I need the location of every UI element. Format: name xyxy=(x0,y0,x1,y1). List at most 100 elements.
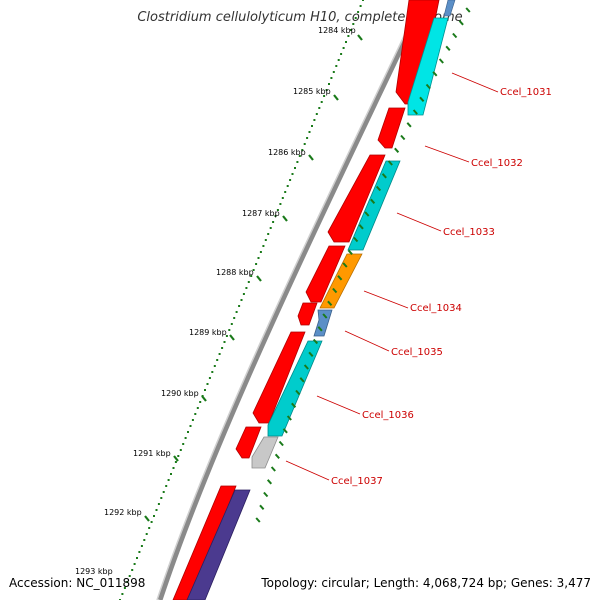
map-title: Clostridium cellulolyticum H10, complete… xyxy=(137,10,463,25)
ruler-dot xyxy=(347,35,350,37)
outer-tick xyxy=(337,275,343,281)
ruler-major-tick xyxy=(357,34,363,41)
gene-arrow-ccel-1034[interactable] xyxy=(305,245,346,303)
ruler-dot xyxy=(211,371,214,373)
ruler-dot xyxy=(264,239,267,241)
ruler-dot xyxy=(213,365,216,367)
ruler-dot xyxy=(357,11,360,13)
feature-gray-ccel-1037[interactable] xyxy=(251,436,279,469)
ruler-dot xyxy=(143,539,146,541)
gene-arrow-ccel-1035[interactable] xyxy=(297,302,318,326)
outer-tick xyxy=(375,185,382,192)
gene-label-ccel-1036[interactable]: Ccel_1036 xyxy=(362,410,414,421)
ruler-dot xyxy=(318,107,321,109)
ruler-dot xyxy=(352,23,355,25)
ruler-dot xyxy=(155,509,158,511)
ruler-dot xyxy=(242,293,245,295)
ruler-major-tick xyxy=(333,94,339,101)
gene-arrow-ccel-1032[interactable] xyxy=(377,107,406,149)
outer-tick xyxy=(342,262,348,268)
callout-line-ccel-1034 xyxy=(363,290,409,309)
outer-tick xyxy=(412,109,418,115)
callout-line-ccel-1037 xyxy=(285,460,330,481)
gene-label-ccel-1037[interactable]: Ccel_1037 xyxy=(331,476,383,487)
ruler-dot xyxy=(325,89,328,91)
ruler-dot xyxy=(230,323,233,325)
callout-line-ccel-1031 xyxy=(451,72,499,93)
ruler-dot xyxy=(162,491,165,493)
ruler-dot xyxy=(328,83,330,85)
gene-label-ccel-1033[interactable]: Ccel_1033 xyxy=(443,227,495,238)
outer-tick xyxy=(263,491,269,498)
gene-arrow-ccel-1037[interactable] xyxy=(235,426,262,459)
kbp-ruler xyxy=(119,0,364,600)
ruler-dot xyxy=(332,71,335,73)
outer-tick xyxy=(370,198,376,204)
kbp-label-1290: 1290 kbp xyxy=(161,389,199,398)
feature-cyan-ccel-1031[interactable] xyxy=(407,17,449,116)
outer-tick xyxy=(266,479,273,485)
ruler-dot xyxy=(182,443,185,445)
outer-tick xyxy=(259,504,265,510)
ruler-dot xyxy=(345,41,347,43)
outer-tick xyxy=(291,402,297,408)
ruler-major-tick xyxy=(308,154,314,161)
callout-line-ccel-1032 xyxy=(424,145,470,163)
gene-label-ccel-1034[interactable]: Ccel_1034 xyxy=(410,303,462,314)
kbp-label-1287: 1287 kbp xyxy=(242,209,280,218)
outer-tick xyxy=(312,338,319,345)
outer-tick xyxy=(278,440,284,447)
kbp-label-1288: 1288 kbp xyxy=(216,268,254,277)
ruler-dot xyxy=(228,329,231,331)
outer-tick xyxy=(327,300,333,306)
ruler-dot xyxy=(194,413,197,415)
outer-tick xyxy=(295,389,301,396)
outer-tick xyxy=(358,224,364,230)
gene-label-ccel-1031[interactable]: Ccel_1031 xyxy=(500,87,552,98)
outer-tick xyxy=(353,236,359,243)
ruler-dot xyxy=(247,281,250,283)
kbp-label-1289: 1289 kbp xyxy=(189,328,227,337)
ruler-dot xyxy=(286,185,289,187)
outer-tick xyxy=(432,71,438,77)
feature-cyan-ccel-1036[interactable] xyxy=(267,340,323,437)
outer-tick xyxy=(308,351,314,357)
ruler-dot xyxy=(240,299,243,301)
topology-summary: Topology: circular; Length: 4,068,724 bp… xyxy=(261,576,591,590)
feature-blue-ccel-1035[interactable] xyxy=(313,309,333,337)
ruler-dot xyxy=(252,269,255,271)
outer-tick xyxy=(445,45,451,51)
kbp-label-1284: 1284 kbp xyxy=(318,26,356,35)
ruler-dot xyxy=(238,305,241,307)
ruler-dot xyxy=(131,569,134,571)
kbp-label-1291: 1291 kbp xyxy=(133,449,171,458)
kbp-label-1286: 1286 kbp xyxy=(268,148,306,157)
ruler-dot xyxy=(191,419,194,421)
outer-tick xyxy=(347,249,353,255)
feature-purple-bottom[interactable] xyxy=(186,489,251,600)
gene-label-ccel-1032[interactable]: Ccel_1032 xyxy=(471,158,523,169)
callout-line-ccel-1035 xyxy=(344,330,390,352)
outer-tick xyxy=(322,313,328,319)
ruler-dot xyxy=(167,479,170,481)
gene-arrow-ccel-1036[interactable] xyxy=(252,331,306,424)
outer-tick xyxy=(387,160,393,166)
ruler-dot xyxy=(145,533,148,535)
ruler-dot xyxy=(320,101,323,103)
outer-tick xyxy=(419,96,425,102)
ruler-dot xyxy=(291,173,294,175)
ruler-dot xyxy=(269,227,272,229)
outer-tick xyxy=(364,211,370,217)
gene-label-ccel-1035[interactable]: Ccel_1035 xyxy=(391,347,443,358)
outer-tick xyxy=(400,134,406,141)
kbp-label-1285: 1285 kbp xyxy=(293,87,331,96)
gene-arrow-ccel-1033[interactable] xyxy=(327,154,386,243)
outer-tick xyxy=(299,377,305,383)
feature-steelblue-top xyxy=(443,0,456,17)
ruler-dot xyxy=(359,5,362,7)
outer-tick xyxy=(394,147,400,153)
ruler-dot xyxy=(153,515,155,517)
ruler-dot xyxy=(150,521,153,523)
ruler-dot xyxy=(216,359,219,361)
gene-callout-lines xyxy=(285,72,499,481)
